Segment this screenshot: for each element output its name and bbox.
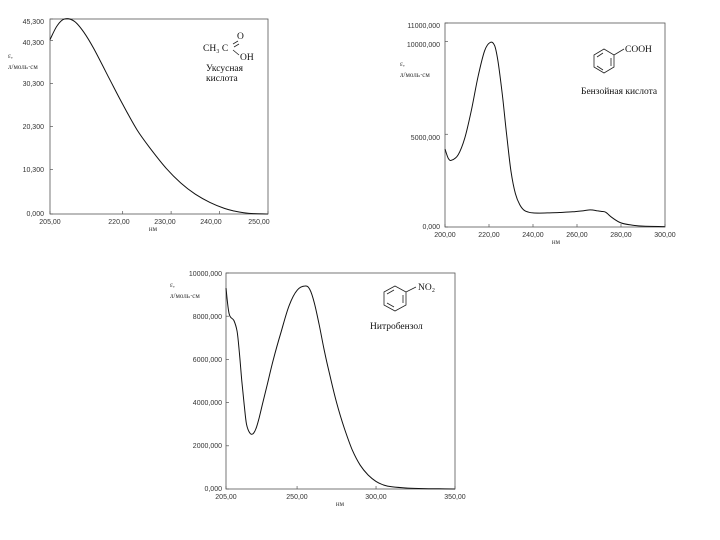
plot-frame bbox=[444, 22, 666, 228]
benzene-ring-icon bbox=[593, 48, 625, 74]
ring-inner-bonds bbox=[596, 48, 625, 71]
y-tick-label: 45,300 bbox=[23, 19, 45, 26]
y-tick-label: 20,300 bbox=[23, 124, 45, 131]
compound-name: Нитробензол bbox=[370, 321, 423, 332]
x-tick-label: 205,00 bbox=[39, 219, 61, 226]
y-tick-label: 30,300 bbox=[23, 81, 45, 88]
carbonyl-bond-lines bbox=[232, 40, 240, 56]
plot-frame bbox=[225, 272, 456, 490]
compound-group: COOH bbox=[625, 45, 652, 55]
y-axis-symbol: ε, bbox=[8, 52, 13, 60]
ring-inner-bonds bbox=[386, 286, 417, 308]
y-axis-units: л/моль·см bbox=[8, 63, 38, 71]
x-axis-label: нм bbox=[336, 500, 345, 508]
y-tick-label: 0,000 bbox=[26, 211, 44, 218]
y-axis-symbol: ε, bbox=[170, 281, 175, 289]
formula-o: O bbox=[237, 32, 244, 42]
y-tick-label: 2000,000 bbox=[193, 443, 222, 450]
y-tick-label: 4000,000 bbox=[193, 400, 222, 407]
plot-frame bbox=[49, 18, 269, 215]
x-tick-label: 350,00 bbox=[444, 494, 466, 501]
y-tick-labels: 0,000 2000,000 4000,000 6000,000 8000,00… bbox=[189, 271, 222, 493]
x-tick-label: 300,00 bbox=[365, 494, 387, 501]
compound-name-line1: Уксусная bbox=[206, 64, 244, 74]
compound-formula: CH₃ C O OH bbox=[203, 32, 254, 63]
y-axis-units: л/моль·см bbox=[170, 292, 200, 300]
absorption-curve bbox=[444, 41, 666, 228]
x-tick-label: 260,00 bbox=[566, 232, 588, 239]
y-tick-label: 0,000 bbox=[204, 486, 222, 493]
y-axis-units: л/моль·см bbox=[400, 71, 430, 79]
x-tick-label: 250,00 bbox=[286, 494, 308, 501]
formula-oh: OH bbox=[240, 53, 254, 63]
absorption-curve bbox=[225, 285, 456, 490]
y-tick-labels: 0,000 5000,000 10000,000 11000,000 bbox=[407, 23, 440, 231]
y-tick-label: 8000,000 bbox=[193, 314, 222, 321]
x-tick-label: 200,00 bbox=[434, 232, 456, 239]
y-tick-label: 10,300 bbox=[23, 167, 45, 174]
formula-left: CH₃ C bbox=[203, 44, 228, 54]
absorption-curve bbox=[49, 18, 269, 215]
y-tick-label: 10000,000 bbox=[189, 271, 222, 278]
x-axis-label: нм bbox=[149, 225, 158, 233]
x-axis-label: нм bbox=[552, 238, 561, 246]
compound-group: NO₂ bbox=[418, 283, 435, 293]
y-axis-symbol: ε, bbox=[400, 60, 405, 68]
x-tick-label: 280,00 bbox=[610, 232, 632, 239]
x-tick-labels: 205,00 250,00 300,00 350,00 bbox=[215, 494, 466, 501]
x-tick-labels: 200,00 220,00 240,00 260,00 280,00 300,0… bbox=[434, 232, 676, 239]
compound-name: Бензойная кислота bbox=[581, 86, 658, 97]
x-tick-labels: 205,00 220,00 230,00 240,00 250,00 bbox=[39, 219, 270, 226]
x-tick-label: 300,00 bbox=[654, 232, 676, 239]
x-tick-label: 205,00 bbox=[215, 494, 237, 501]
compound-name-line2: кислота bbox=[206, 74, 239, 84]
y-tick-label: 0,000 bbox=[422, 224, 440, 231]
x-tick-label: 220,00 bbox=[478, 232, 500, 239]
y-tick-label: 40,300 bbox=[23, 40, 45, 47]
y-tick-label: 10000,000 bbox=[407, 42, 440, 49]
x-tick-label: 240,00 bbox=[200, 219, 222, 226]
y-tick-labels: 0,000 10,300 20,300 30,300 40,300 45,300 bbox=[23, 19, 45, 218]
x-tick-label: 250,00 bbox=[248, 219, 270, 226]
benzene-ring-icon bbox=[383, 285, 417, 312]
x-tick-label: 240,00 bbox=[522, 232, 544, 239]
y-tick-label: 6000,000 bbox=[193, 357, 222, 364]
y-tick-label: 11000,000 bbox=[407, 23, 440, 30]
y-tick-label: 5000,000 bbox=[411, 135, 440, 142]
x-tick-label: 230,00 bbox=[154, 219, 176, 226]
x-tick-label: 220,00 bbox=[108, 219, 130, 226]
